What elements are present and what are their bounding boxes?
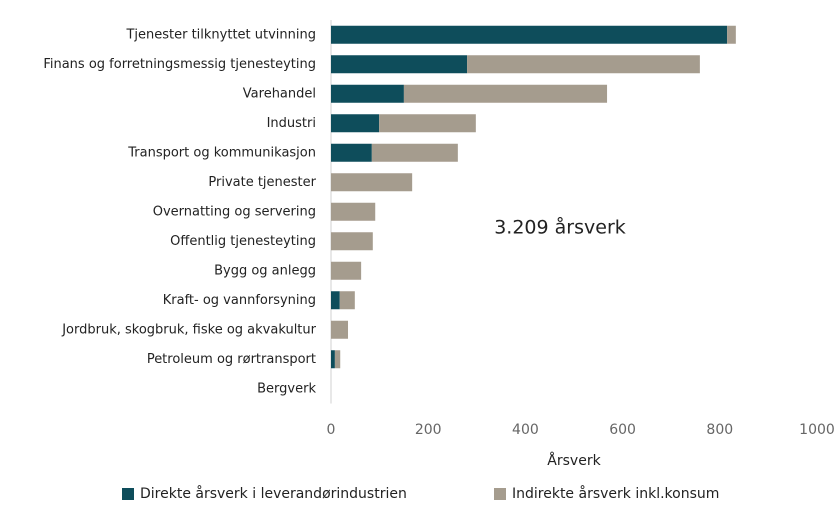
bar-segment	[331, 232, 373, 251]
bar-segment	[331, 261, 362, 280]
bar-segment	[331, 84, 404, 103]
legend-label: Direkte årsverk i leverandørindustrien	[140, 485, 407, 502]
bar-segment	[331, 143, 372, 162]
bar-segment	[331, 350, 335, 369]
bar-segment	[331, 114, 380, 133]
bar-segment	[331, 320, 349, 339]
y-tick-label: Varehandel	[243, 86, 316, 101]
x-tick-label: 800	[706, 422, 733, 438]
x-tick-label: 600	[609, 422, 636, 438]
y-tick-label: Offentlig tjenesteyting	[170, 234, 316, 249]
y-tick-label: Industri	[267, 116, 316, 131]
bar-segment	[331, 202, 376, 221]
y-tick-label: Private tjenester	[208, 175, 316, 190]
bar-segment	[331, 173, 413, 192]
x-tick-label: 400	[512, 422, 539, 438]
bar-segment	[727, 25, 736, 44]
y-tick-label: Bergverk	[257, 381, 316, 396]
bar-segment	[379, 114, 476, 133]
y-tick-label: Bygg og anlegg	[214, 263, 316, 278]
legend-swatch	[494, 488, 506, 500]
legend-swatch	[122, 488, 134, 500]
bar-segment	[339, 291, 355, 310]
bar-segment	[331, 291, 340, 310]
y-tick-label: Tjenester tilknyttet utvinning	[125, 27, 316, 42]
y-tick-label: Petroleum og rørtransport	[147, 352, 316, 367]
x-tick-label: 1000	[799, 422, 835, 438]
legend-label: Indirekte årsverk inkl.konsum	[512, 485, 719, 502]
bar-segment	[334, 350, 341, 369]
y-tick-label: Kraft- og vannforsyning	[163, 293, 316, 308]
y-tick-label: Transport og kommunikasjon	[127, 145, 316, 160]
x-tick-label: 200	[415, 422, 442, 438]
bar-segment	[331, 55, 468, 74]
bar-segment	[467, 55, 700, 74]
x-tick-label: 0	[327, 422, 336, 438]
bar-segment	[371, 143, 458, 162]
x-axis-label: Årsverk	[547, 452, 601, 469]
y-tick-label: Jordbruk, skogbruk, fiske og akvakultur	[61, 322, 316, 337]
bar-segment	[331, 25, 728, 44]
y-tick-label: Finans og forretningsmessig tjenesteytin…	[43, 57, 316, 72]
bar-segment	[403, 84, 608, 103]
annotation: 3.209 årsverk	[494, 216, 626, 239]
y-tick-label: Overnatting og servering	[153, 204, 316, 219]
